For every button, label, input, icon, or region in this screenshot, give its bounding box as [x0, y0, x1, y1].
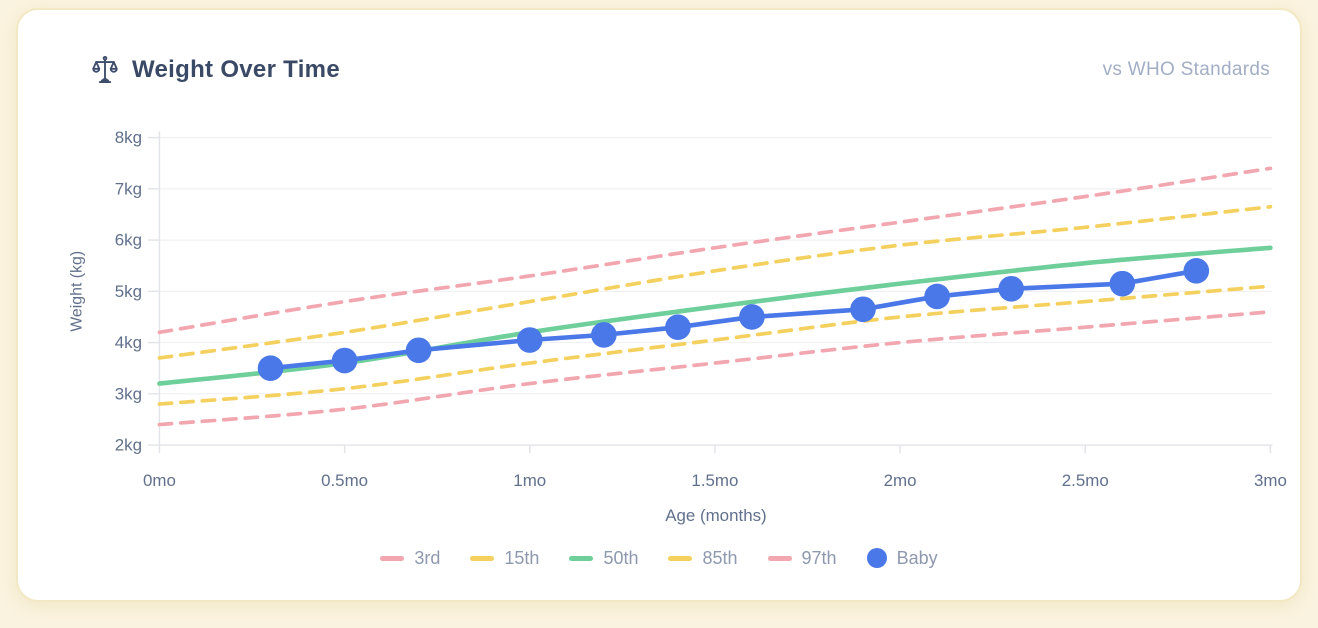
legend-label: 15th [504, 547, 540, 568]
y-tick-label: 3kg [115, 384, 142, 403]
y-tick-label: 4kg [115, 333, 142, 352]
y-tick-label: 7kg [115, 179, 142, 198]
axis-tick-labels: 2kg 3kg 4kg 5kg 6kg 7kg 8kg 0mo 0.5mo 1mo 1.5mo 2mo… [115, 128, 1287, 490]
x-tick-label: 3mo [1254, 471, 1287, 490]
x-axis-title: Age (months) [665, 506, 766, 525]
baby-data-point[interactable] [924, 283, 950, 310]
percentile-curves [157, 166, 1273, 427]
legend-label: Baby [896, 547, 938, 568]
baby-data-point[interactable] [516, 327, 543, 353]
baby-data-point[interactable] [850, 296, 876, 323]
y-tick-label: 5kg [115, 282, 142, 301]
x-tick-label: 2mo [884, 471, 917, 490]
legend-label: 85th [702, 547, 738, 568]
card-subtitle: vs WHO Standards [1102, 59, 1270, 80]
legend-dash-swatch [569, 555, 594, 561]
baby-data-point[interactable] [998, 275, 1025, 302]
legend-dash-swatch [767, 555, 792, 561]
baby-data-point[interactable] [591, 322, 617, 348]
x-tick-label: 2.5mo [1062, 471, 1109, 490]
legend-label: 97th [801, 547, 837, 568]
x-tick-label: 0.5mo [321, 471, 368, 490]
series-85th-line [157, 204, 1273, 360]
chart-legend: 3rd 15th 50th 85th 97th Baby [18, 542, 1300, 574]
legend-item-3rd[interactable]: 3rd [380, 548, 440, 569]
legend-item-50th[interactable]: 50th [569, 548, 638, 569]
card-header: Weight Over Time vs WHO Standards [90, 50, 1270, 90]
y-axis-title: Weight (kg) [69, 251, 86, 332]
baby-data-point[interactable] [257, 355, 284, 382]
baby-data-point[interactable] [1183, 258, 1210, 284]
legend-dash-swatch [380, 555, 405, 561]
axis-ticks [148, 136, 1272, 454]
legend-dash-swatch [668, 555, 693, 561]
legend-item-15th[interactable]: 15th [470, 548, 539, 569]
series-3rd-line [157, 309, 1273, 427]
series-97th-line [157, 166, 1273, 335]
legend-item-85th[interactable]: 85th [668, 547, 738, 569]
y-tick-label: 6kg [115, 231, 142, 250]
x-tick-label: 1.5mo [691, 471, 738, 490]
card-title-group: Weight Over Time [90, 55, 340, 85]
legend-dash-swatch [470, 555, 495, 561]
card-title: Weight Over Time [132, 56, 340, 83]
series-15th-line [157, 284, 1273, 406]
baby-data-point[interactable] [739, 304, 765, 330]
legend-label: 3rd [414, 547, 441, 568]
weight-chart-canvas[interactable]: 2kg 3kg 4kg 5kg 6kg 7kg 8kg 0mo 0.5mo 1mo 1.5mo 2mo… [18, 10, 1318, 628]
baby-data-point[interactable] [405, 337, 432, 364]
y-tick-label: 8kg [115, 128, 142, 147]
legend-baby-dot-swatch [866, 548, 887, 568]
legend-item-97th[interactable]: 97th [767, 547, 837, 569]
balance-scale-icon [92, 55, 118, 83]
baby-series [257, 258, 1210, 382]
x-tick-label: 1mo [513, 471, 546, 490]
baby-data-point[interactable] [331, 347, 358, 374]
baby-data-point[interactable] [1109, 270, 1136, 297]
x-tick-label: 0mo [143, 471, 176, 490]
gridlines [158, 131, 1273, 446]
legend-label: 50th [603, 547, 639, 568]
legend-item-baby[interactable]: Baby [866, 547, 938, 569]
y-tick-label: 2kg [115, 436, 142, 455]
weight-chart-card: Weight Over Time vs WHO Standards 2kg 3kg… [16, 8, 1302, 602]
baby-data-point[interactable] [665, 314, 691, 341]
